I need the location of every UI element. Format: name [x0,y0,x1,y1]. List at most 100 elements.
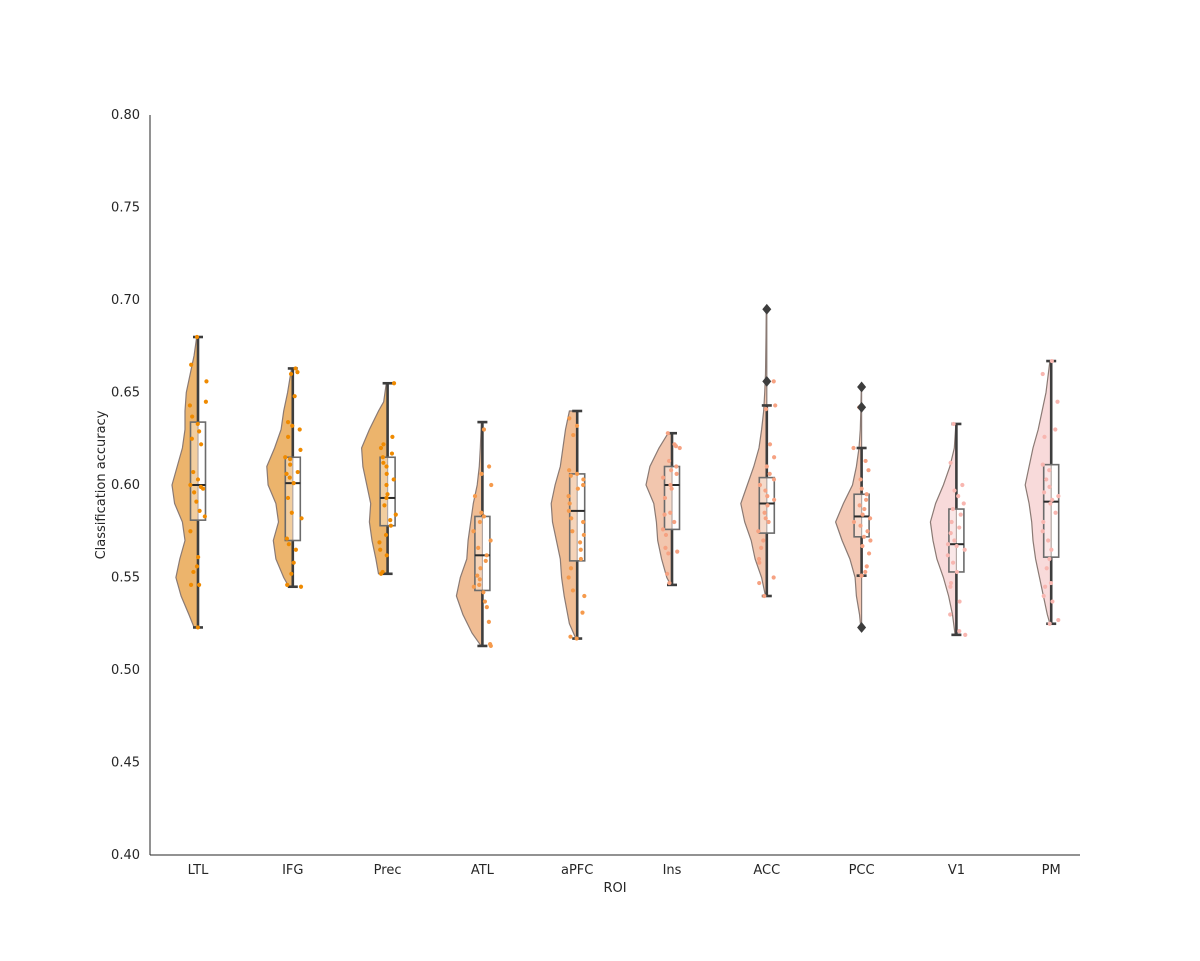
group-Prec [360,381,398,576]
data-point [865,529,870,534]
violin-aPFC [550,410,578,640]
data-point [668,482,673,488]
data-point [189,436,194,441]
data-point [388,523,393,528]
data-point [957,525,962,530]
data-point [581,477,586,482]
data-point [762,593,767,599]
data-point [292,394,297,399]
data-point [391,381,397,386]
group-V1 [929,421,968,637]
data-point [194,334,200,340]
data-point [757,560,762,565]
data-point [196,555,201,560]
data-point [1048,501,1053,506]
data-point [1056,494,1061,499]
data-point [866,468,871,473]
data-point [1050,497,1055,502]
data-point [285,420,291,425]
data-point [299,516,304,521]
x-tick-label: ATL [471,863,495,878]
data-point [567,416,572,421]
data-point [382,503,387,508]
data-point [945,542,951,547]
data-point [288,371,294,377]
data-point [949,519,954,525]
x-tick-label: Ins [663,863,682,878]
group-aPFC [550,409,587,641]
data-point [578,556,584,562]
data-point [187,403,192,408]
data-point [860,543,865,549]
data-point [1043,584,1048,589]
data-point [767,442,773,447]
x-tick-labels: LTL IFG Prec ATL aPFC Ins ACC PCC V1 PM [188,863,1061,878]
data-point [859,486,864,491]
data-point [861,534,867,539]
data-point [481,427,487,432]
data-point [868,516,873,521]
data-point [950,506,956,512]
data-point [669,486,674,491]
data-point [581,532,586,538]
data-point [767,471,772,476]
data-point [199,442,204,447]
data-point [950,560,956,565]
data-point [188,482,193,488]
data-point [476,545,481,551]
data-point [288,457,293,462]
data-point [471,584,476,589]
group-ACC [740,303,778,599]
data-point [771,379,776,384]
data-point [863,458,868,464]
data-point [477,582,482,588]
data-point [764,464,769,469]
data-point [662,512,667,517]
data-point [580,610,585,615]
violin-LTL [171,336,199,629]
data-point [574,423,580,428]
data-point [384,471,389,476]
data-point [197,508,202,513]
data-point [667,580,672,586]
data-point [762,510,767,515]
data-point [864,564,869,569]
data-point [663,532,669,538]
data-point [582,593,587,599]
outlier-marker [857,381,867,393]
data-point [283,455,288,460]
data-point [945,553,950,558]
data-point [1044,477,1049,482]
data-point [571,432,576,438]
data-point [570,529,575,534]
data-point [290,423,295,428]
data-point [866,551,872,556]
data-point [663,545,668,551]
data-point [763,516,768,521]
data-point [957,599,962,604]
data-point [675,549,680,554]
y-tick-label: 0.55 [111,571,140,586]
data-point [674,464,679,469]
data-point [487,642,493,647]
data-point [191,469,196,475]
data-point [666,551,671,556]
data-point [574,636,579,641]
outlier-marker [857,401,867,413]
group-IFG [266,366,304,589]
data-point [295,469,300,475]
data-point [1041,490,1047,495]
data-point [285,495,291,501]
outlier-marker [857,622,867,633]
data-point [194,564,200,569]
data-point [766,519,771,525]
y-tick-label: 0.75 [111,201,140,216]
data-point [948,531,953,536]
data-point [1047,556,1052,562]
data-point [1050,599,1055,604]
data-point [574,471,580,476]
data-point [859,573,864,578]
x-tick-label: Prec [374,863,402,878]
data-point [1053,427,1058,432]
data-point [954,569,960,575]
